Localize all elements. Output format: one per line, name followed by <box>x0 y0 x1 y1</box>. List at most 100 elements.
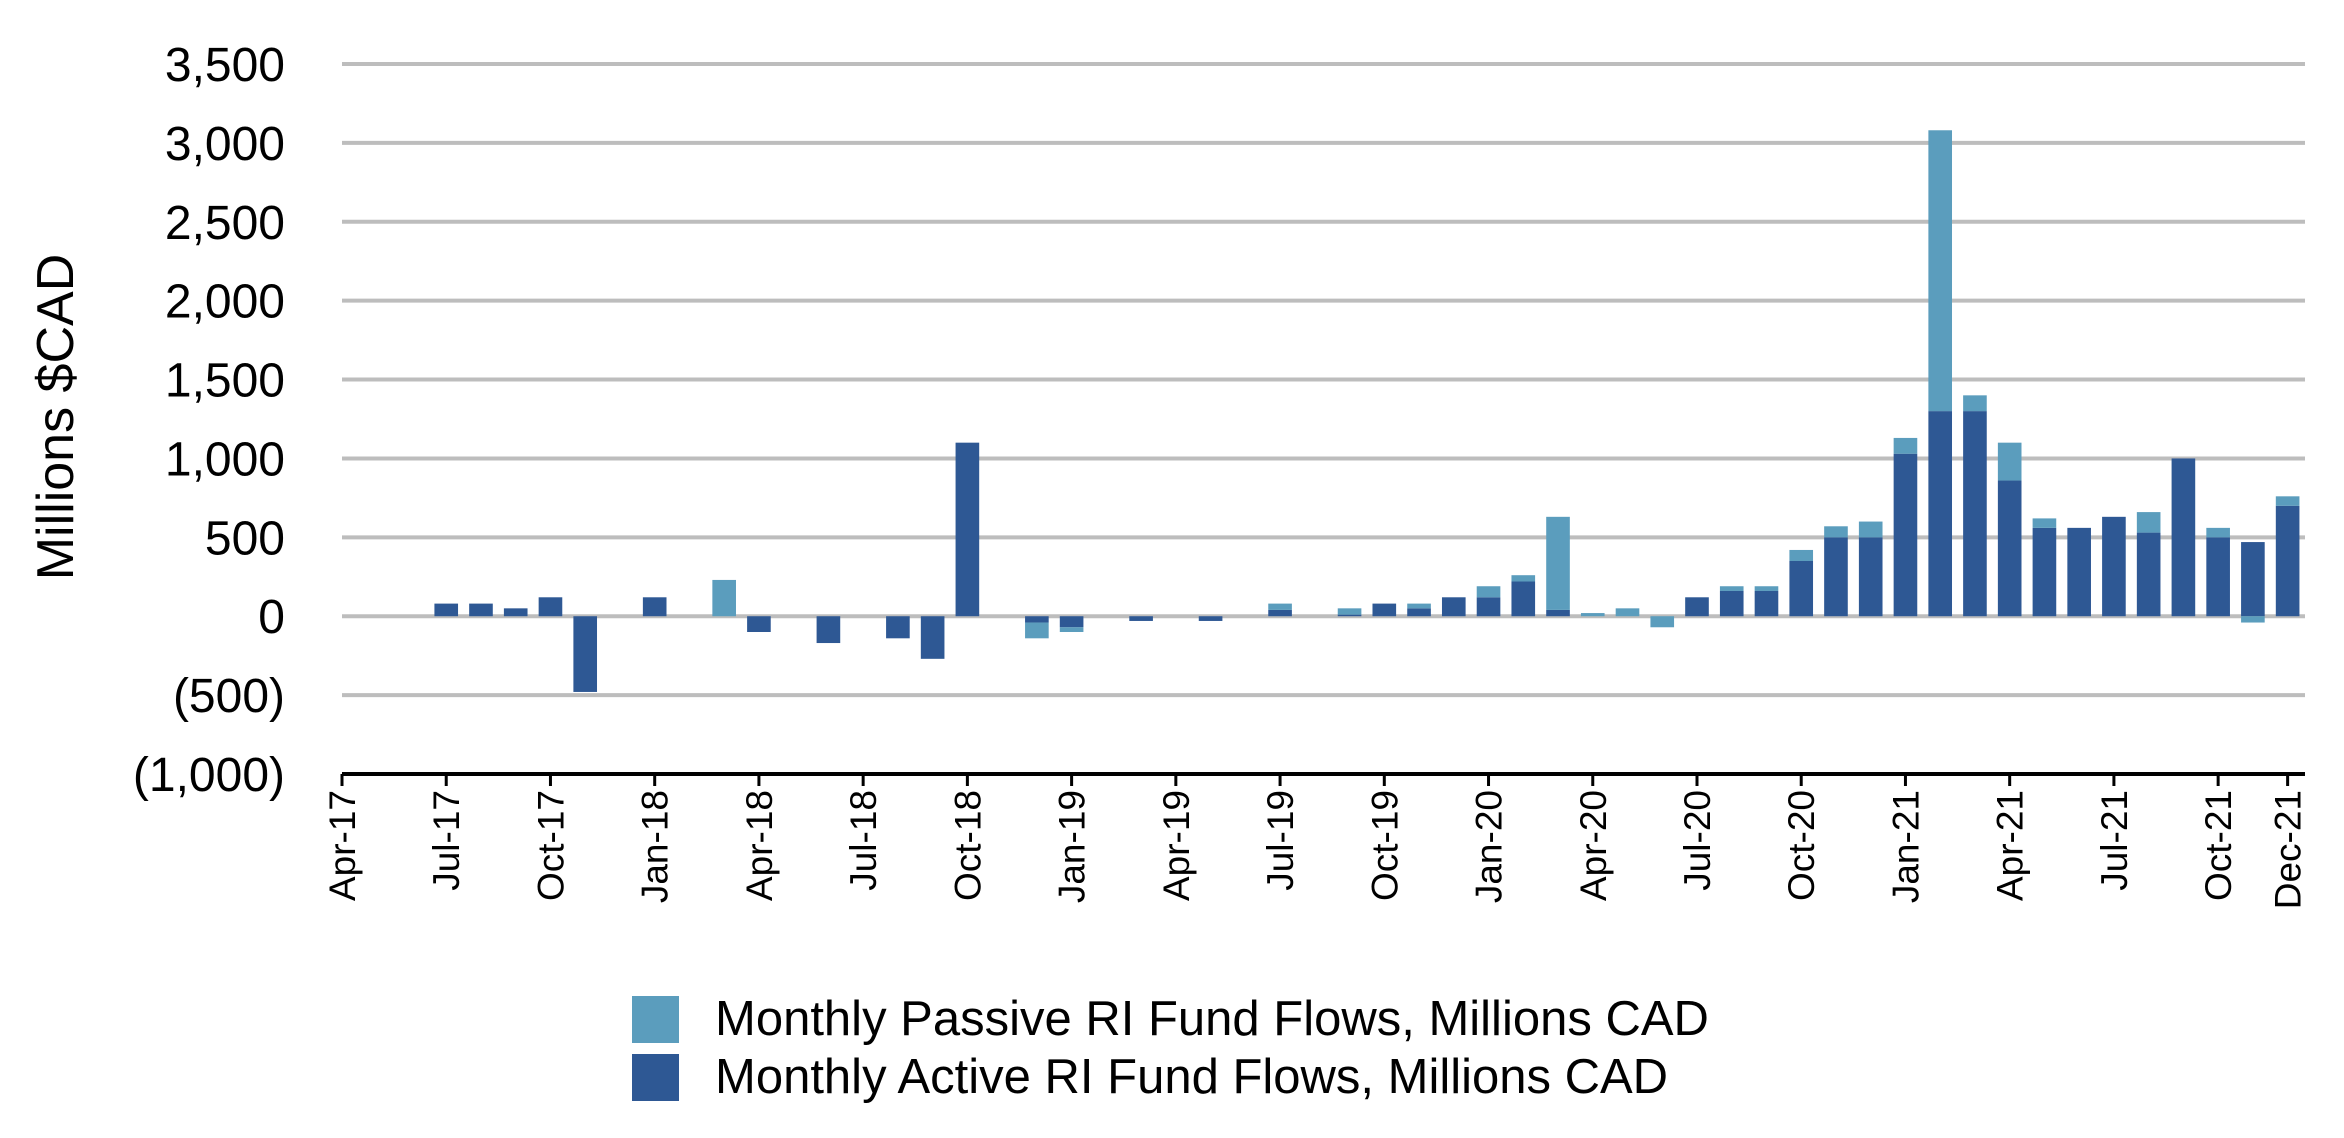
bar-active <box>2067 527 2091 617</box>
bar-passive <box>1928 130 1953 412</box>
bar-active <box>1685 597 1709 617</box>
bar-active <box>1754 590 1779 617</box>
bar-passive <box>2032 518 2057 528</box>
bar-active <box>503 608 528 617</box>
legend-label-passive: Monthly Passive RI Fund Flows, Millions … <box>715 992 1709 1046</box>
bar-passive <box>1476 586 1501 598</box>
bar-active <box>2102 516 2126 617</box>
bar-active <box>1858 537 1883 617</box>
bar-active <box>573 616 598 692</box>
y-tick-label: 3,500 <box>165 39 285 92</box>
y-tick-label: 2,000 <box>165 276 285 329</box>
bar-active <box>1546 609 1570 617</box>
bar-active <box>2206 537 2230 617</box>
legend-item-passive: Monthly Passive RI Fund Flows, Millions … <box>632 990 1709 1048</box>
x-tick-label: Jan-19 <box>1052 790 1093 903</box>
bar-passive <box>1789 549 1814 561</box>
legend-swatch-passive <box>632 995 679 1043</box>
bar-active <box>538 597 563 617</box>
y-axis-tick-labels: 3,500 3,000 2,500 2,000 1,500 1,000 500 0 (500) (… <box>133 39 285 802</box>
bar-passive <box>1963 395 1987 412</box>
legend: Monthly Passive RI Fund Flows, Millions … <box>632 990 1709 1106</box>
bar-passive <box>1059 627 1084 632</box>
x-tick-label: Dec-21 <box>2268 790 2309 909</box>
bar-passive <box>2241 616 2265 623</box>
x-tick-label: Apr-17 <box>322 790 363 901</box>
bar-active <box>1511 581 1536 617</box>
x-tick-label: Jan-21 <box>1885 790 1926 903</box>
bar-passive <box>2136 512 2161 533</box>
y-tick-label: 3,000 <box>165 118 285 171</box>
y-tick-label: 500 <box>205 512 285 565</box>
x-tick-label: Jul-21 <box>2094 790 2135 891</box>
bar-active <box>2275 505 2300 617</box>
y-axis-label: Millions $CAD <box>27 254 85 581</box>
legend-item-active: Monthly Active RI Fund Flows, Millions C… <box>632 1048 1709 1106</box>
bar-active <box>1059 616 1084 628</box>
bar-passive <box>712 579 736 617</box>
x-tick-label: Jul-19 <box>1260 790 1301 891</box>
bar-passive <box>1337 608 1362 615</box>
bar-active <box>1719 590 1744 617</box>
bar-active <box>1893 453 1918 617</box>
bar-passive <box>2206 527 2230 538</box>
bar-active <box>2032 527 2057 617</box>
bar-active <box>1824 537 1848 617</box>
bar-passive <box>1754 586 1779 591</box>
bar-passive <box>1997 442 2022 481</box>
bar-active <box>1407 608 1431 617</box>
bar-active <box>1476 597 1501 617</box>
bar-passive <box>1268 603 1292 610</box>
bar-passive <box>1025 622 1049 639</box>
bar-active <box>1129 616 1153 621</box>
x-tick-label: Apr-20 <box>1573 790 1614 901</box>
bar-active <box>1025 616 1049 623</box>
bar-active <box>1997 480 2022 617</box>
x-tick-label: Apr-21 <box>1990 790 2031 901</box>
x-axis <box>340 772 2305 786</box>
y-tick-label: 0 <box>258 591 285 644</box>
bar-active <box>955 442 980 617</box>
legend-swatch-active <box>632 1053 679 1101</box>
bar-active <box>1963 411 1987 617</box>
bar-active <box>434 603 459 617</box>
x-tick-label: Apr-19 <box>1156 790 1197 901</box>
bar-active <box>1789 561 1814 617</box>
legend-label-active: Monthly Active RI Fund Flows, Millions C… <box>715 1050 1669 1104</box>
bar-passive <box>1893 437 1918 454</box>
bar-passive <box>1580 613 1605 617</box>
bar-active <box>2171 458 2196 617</box>
x-tick-label: Jan-18 <box>635 790 676 903</box>
x-axis-tick-labels: Apr-17 Jul-17 Oct-17 Jan-18 Apr-18 Jul-18 Oct-… <box>322 790 2309 909</box>
bar-passive <box>2275 496 2300 506</box>
gridlines <box>342 62 2305 698</box>
y-tick-label: (1,000) <box>133 749 285 802</box>
bar-active <box>469 603 493 617</box>
bars <box>434 130 2300 692</box>
x-tick-label: Oct-20 <box>1781 790 1822 901</box>
bar-passive <box>1615 608 1640 617</box>
bar-active <box>2241 542 2265 617</box>
x-tick-label: Oct-18 <box>947 790 988 901</box>
x-tick-label: Oct-19 <box>1364 790 1405 901</box>
bar-active <box>1198 616 1223 621</box>
bar-passive <box>1719 586 1744 591</box>
bar-active <box>747 616 771 632</box>
bar-active <box>2136 532 2161 617</box>
bar-passive <box>1407 603 1431 609</box>
x-tick-label: Jan-20 <box>1469 790 1510 903</box>
bar-active <box>1372 603 1397 617</box>
bar-active <box>1441 597 1466 617</box>
bar-active <box>816 616 841 644</box>
y-tick-label: 1,000 <box>165 433 285 486</box>
bar-active <box>1337 614 1362 617</box>
x-tick-label: Jul-17 <box>426 790 467 891</box>
bar-active <box>1268 609 1292 617</box>
x-tick-label: Oct-21 <box>2198 790 2239 901</box>
x-tick-label: Jul-18 <box>843 790 884 891</box>
bar-passive <box>1650 616 1675 628</box>
bar-passive <box>1824 526 1848 538</box>
bar-passive <box>1511 575 1536 582</box>
x-tick-label: Apr-18 <box>739 790 780 901</box>
